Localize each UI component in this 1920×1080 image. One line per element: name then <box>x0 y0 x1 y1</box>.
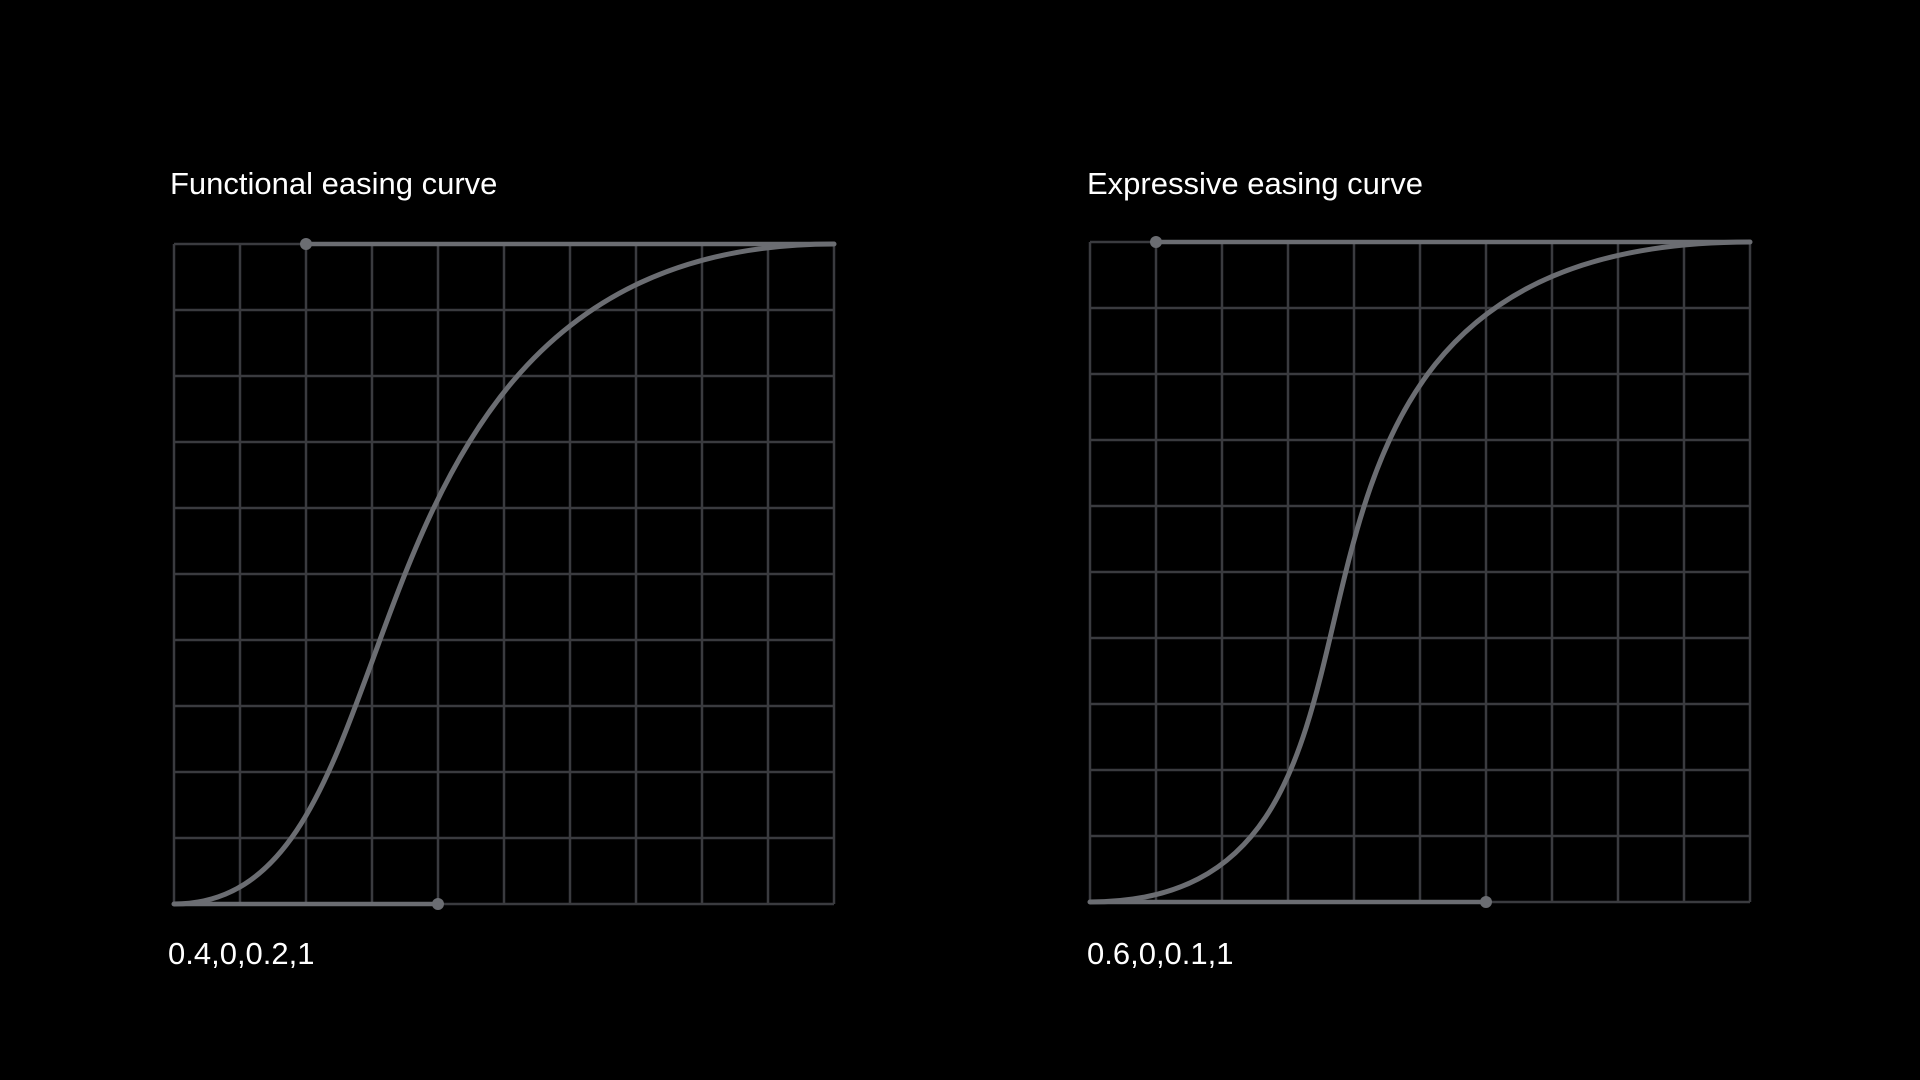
panel-title: Expressive easing curve <box>1087 166 1423 201</box>
functional-curve-graph <box>171 238 837 910</box>
control-point-2 <box>1150 236 1162 248</box>
control-point-1 <box>432 898 444 910</box>
bezier-values-label: 0.4,0,0.2,1 <box>168 936 315 971</box>
easing-curve <box>1087 239 1753 905</box>
control-point-2 <box>300 238 312 250</box>
control-point-1 <box>1480 896 1492 908</box>
bezier-values-label: 0.6,0,0.1,1 <box>1087 936 1234 971</box>
easing-curve <box>171 241 837 907</box>
panel-title: Functional easing curve <box>170 166 498 201</box>
expressive-curve-graph <box>1087 236 1753 908</box>
